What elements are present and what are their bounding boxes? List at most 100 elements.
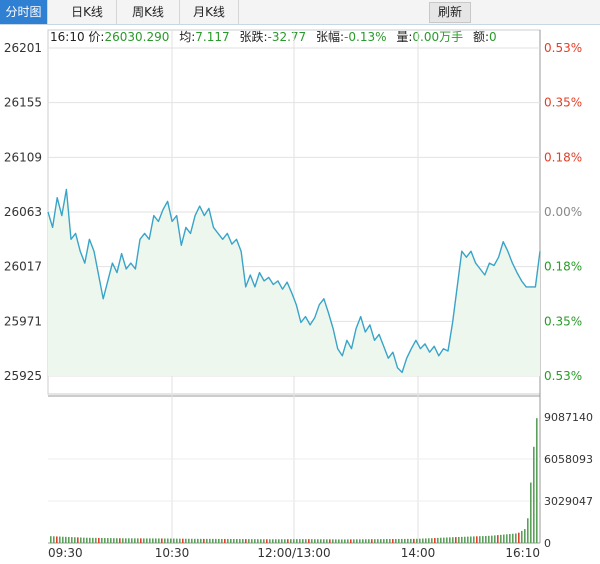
- volume-bar: [536, 418, 538, 543]
- percent-tick-label: 0.53%: [544, 369, 582, 383]
- price-line: [47, 188, 541, 374]
- volume-bar: [485, 535, 487, 543]
- volume-bar: [431, 538, 433, 543]
- volume-bar: [491, 535, 493, 543]
- volume-bar: [179, 538, 181, 543]
- volume-bar: [500, 534, 502, 543]
- volume-bar: [323, 539, 325, 543]
- volume-bar: [236, 539, 238, 543]
- volume-bar: [521, 530, 523, 543]
- volume-bar: [197, 538, 199, 543]
- volume-bar: [449, 537, 451, 543]
- volume-bar: [506, 534, 508, 543]
- volume-bar: [98, 537, 100, 543]
- volume-bar: [239, 539, 241, 543]
- volume-bar: [353, 539, 355, 543]
- volume-bar: [59, 536, 61, 543]
- tab-intraday[interactable]: 分时图: [0, 0, 48, 24]
- volume-bar: [233, 538, 235, 543]
- volume-bar: [161, 538, 163, 543]
- volume-bar: [212, 538, 214, 543]
- volume-bar: [473, 536, 475, 543]
- amount-label: 额:: [472, 30, 489, 44]
- price-tick-label: 26155: [4, 96, 42, 110]
- volume-bar: [377, 539, 379, 543]
- price-area-fill: [48, 189, 540, 376]
- volume-bar: [314, 539, 316, 543]
- volume-bar: [113, 538, 115, 543]
- volume-bar: [254, 539, 256, 543]
- volume-bar: [386, 539, 388, 543]
- refresh-button[interactable]: 刷新: [429, 2, 471, 23]
- volume-bar: [434, 538, 436, 543]
- change-label: 张跌:: [239, 30, 268, 44]
- quote-time: 16:10: [50, 30, 85, 44]
- volume-bar: [509, 534, 511, 543]
- volume-bar: [425, 538, 427, 543]
- volume-bar: [125, 538, 127, 543]
- volume-bar: [428, 538, 430, 543]
- volume-bar: [464, 536, 466, 543]
- volume-bar: [368, 539, 370, 543]
- volume-bar: [317, 539, 319, 543]
- volume-bar: [419, 538, 421, 543]
- avg-value: 7.117: [195, 30, 230, 44]
- volume-bar: [257, 539, 259, 543]
- time-tick-label: 10:30: [155, 546, 190, 560]
- tab-monthly-k[interactable]: 月K线: [180, 0, 239, 24]
- volume-bar: [383, 539, 385, 543]
- volume-bar: [437, 537, 439, 543]
- volume-bar: [173, 538, 175, 543]
- pct-value: -0.13%: [344, 30, 387, 44]
- chart-tab-bar: 分时图 日K线 周K线 月K线 刷新: [0, 0, 600, 25]
- volume-bar: [248, 539, 250, 543]
- price-tick-label: 26063: [4, 205, 42, 219]
- volume-bar: [158, 538, 160, 543]
- volume-bar: [365, 539, 367, 543]
- volume-bar: [533, 446, 535, 543]
- volume-bar: [275, 539, 277, 543]
- price-tick-label: 25925: [4, 369, 42, 383]
- volume-bar: [401, 538, 403, 543]
- change-value: -32.77: [267, 30, 307, 44]
- volume-bar: [218, 538, 220, 543]
- volume-bar: [80, 537, 82, 543]
- volume-bar: [68, 536, 70, 543]
- volume-bar: [395, 538, 397, 543]
- tab-daily-k[interactable]: 日K线: [58, 0, 117, 24]
- volume-bar: [77, 537, 79, 543]
- volume-bar: [242, 539, 244, 543]
- volume-bar: [245, 539, 247, 543]
- percent-tick-label: 0.35%: [544, 96, 582, 110]
- price-tick-label: 26201: [4, 41, 42, 55]
- volume-bar: [452, 537, 454, 543]
- volume-bar: [470, 536, 472, 543]
- volume-bar: [71, 537, 73, 543]
- volume-bar: [341, 539, 343, 543]
- volume-bar: [101, 537, 103, 543]
- volume-bar: [206, 538, 208, 543]
- volume-bar: [266, 539, 268, 543]
- volume-bar: [203, 538, 205, 543]
- volume-bar: [53, 536, 55, 543]
- volume-bar: [260, 539, 262, 543]
- percent-tick-label: 0.00%: [544, 205, 582, 219]
- volume-bar: [56, 536, 58, 543]
- volume-bar: [215, 538, 217, 543]
- volume-bar: [281, 539, 283, 543]
- volume-bar: [515, 533, 517, 543]
- volume-bar: [347, 539, 349, 543]
- percent-tick-label: 0.53%: [544, 41, 582, 55]
- time-tick-label: 14:00: [401, 546, 436, 560]
- volume-bar: [332, 539, 334, 543]
- volume-bar: [422, 538, 424, 543]
- price-tick-label: 26109: [4, 150, 42, 164]
- tab-weekly-k[interactable]: 周K线: [117, 0, 180, 24]
- volume-bar: [416, 538, 418, 543]
- volume-tick-label: 3029047: [544, 495, 593, 508]
- volume-bar: [137, 538, 139, 543]
- volume-bar: [107, 538, 109, 543]
- volume-bar: [458, 536, 460, 543]
- volume-bar: [74, 537, 76, 543]
- volume-tick-label: 9087140: [544, 411, 593, 424]
